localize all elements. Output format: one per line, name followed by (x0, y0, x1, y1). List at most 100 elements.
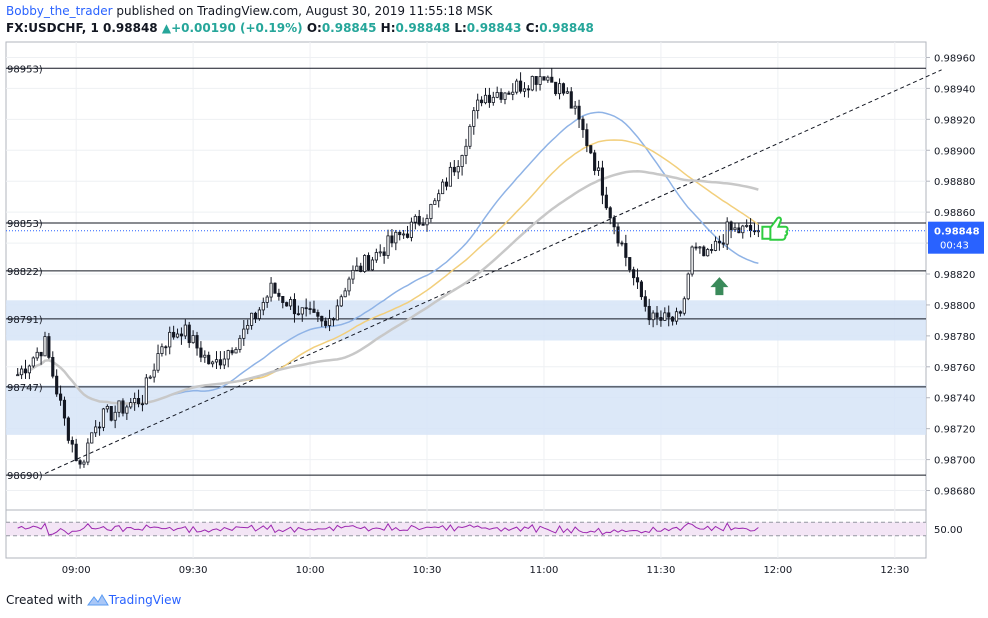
candle-body (238, 337, 242, 350)
candle-body (374, 252, 378, 261)
candle-body (43, 336, 47, 357)
low-value: 0.98843 (466, 21, 522, 35)
candle-body (82, 461, 86, 465)
candle-body (573, 105, 577, 109)
candle-body (546, 76, 550, 81)
candle-body (366, 255, 371, 271)
candle-body (706, 249, 710, 257)
symbol-label[interactable]: FX:USDCHF, 1 (6, 21, 99, 35)
candle-body (639, 281, 643, 298)
candle-body (218, 359, 222, 366)
candle-body (289, 299, 293, 307)
candle-body (164, 346, 168, 349)
candle-body (105, 406, 109, 410)
candle-body (507, 92, 511, 95)
candle-body (647, 305, 651, 321)
candle-body (355, 265, 359, 271)
rsi-level-label: 50.00 (934, 525, 963, 536)
candle-body (31, 357, 35, 367)
candle-body (667, 312, 671, 318)
level-label: 98953) (7, 64, 43, 75)
price-chart[interactable]: 0.98960 0.98940 0.98920 0.98900 0.98880 0.988… (0, 40, 988, 580)
candle-body (710, 249, 714, 251)
candle-body (378, 251, 382, 254)
candle-body (643, 296, 647, 307)
candle-body (671, 316, 675, 322)
candle-body (117, 400, 121, 413)
candle-body (632, 269, 636, 279)
candle-body (444, 181, 449, 187)
candle-body (140, 403, 145, 406)
up-arrow-icon: ▲ (161, 21, 172, 35)
y-tick-label: 0.98740 (934, 394, 975, 405)
candle-body (343, 290, 347, 298)
thumbs-up-icon[interactable] (761, 216, 789, 241)
tradingview-logo[interactable]: TradingView (86, 593, 182, 607)
candle-body (187, 324, 191, 344)
candle-body (55, 375, 59, 395)
candle-body (604, 194, 608, 209)
candle-body (741, 225, 745, 234)
author-link[interactable]: Bobby_the_trader (6, 4, 113, 18)
candle-body (713, 240, 718, 251)
candle-body (519, 80, 523, 92)
candle-body (624, 243, 628, 258)
countdown-label: 00:43 (940, 241, 969, 252)
candle-body (121, 400, 125, 414)
candle-body (651, 312, 655, 321)
candle-body (405, 233, 410, 238)
candle-body (327, 318, 332, 326)
published-text: published on TradingView.com, August 30,… (116, 4, 493, 18)
candle-body (698, 246, 702, 249)
candle-body (593, 152, 597, 171)
candle-body (674, 311, 679, 322)
candle-body (694, 246, 698, 249)
x-tick-label: 10:30 (413, 565, 442, 576)
y-tick-label: 0.98820 (934, 270, 975, 281)
candle-body (292, 299, 297, 315)
candle-body (62, 399, 67, 419)
candle-body (729, 221, 733, 231)
candle-body (351, 269, 355, 280)
candle-body (339, 296, 343, 307)
candle-body (483, 94, 488, 104)
candle-body (409, 221, 413, 238)
candle-body (663, 312, 667, 321)
x-tick-label: 11:00 (530, 565, 559, 576)
tradingview-logo-icon (86, 594, 109, 606)
candle-body (265, 296, 269, 303)
candle-body (207, 354, 211, 365)
candle-body (596, 167, 601, 171)
close-value: 0.98848 (539, 21, 594, 35)
trendline[interactable] (44, 69, 942, 474)
candle-body (359, 265, 363, 272)
candle-body (320, 315, 324, 322)
candle-body (628, 257, 632, 271)
candle-body (554, 81, 558, 95)
tradingview-brand: TradingView (108, 593, 182, 607)
last-price: 0.98848 (103, 21, 158, 35)
candle-body (487, 94, 491, 103)
candle-body (464, 145, 468, 156)
ma-slow-line (16, 170, 759, 405)
candle-body (109, 406, 113, 421)
y-tick-label: 0.98800 (934, 301, 975, 312)
candle-body (655, 312, 659, 318)
current-price-label: 0.98848 (934, 227, 980, 238)
candle-body (702, 246, 706, 257)
candle-body (66, 417, 70, 441)
y-tick-label: 0.98920 (934, 115, 975, 126)
candle-body (113, 411, 117, 421)
candle-body (585, 129, 589, 146)
candle-body (144, 377, 148, 405)
x-tick-label: 09:30 (179, 565, 208, 576)
candle-body (608, 207, 612, 219)
candle-body (756, 230, 760, 233)
candle-body (273, 282, 277, 294)
green-up-arrow-icon[interactable] (710, 277, 729, 296)
candle-body (499, 92, 503, 100)
created-with-text: Created with (6, 593, 83, 607)
candle-body (51, 357, 55, 377)
candle-body (324, 320, 328, 326)
candle-body (390, 235, 394, 244)
